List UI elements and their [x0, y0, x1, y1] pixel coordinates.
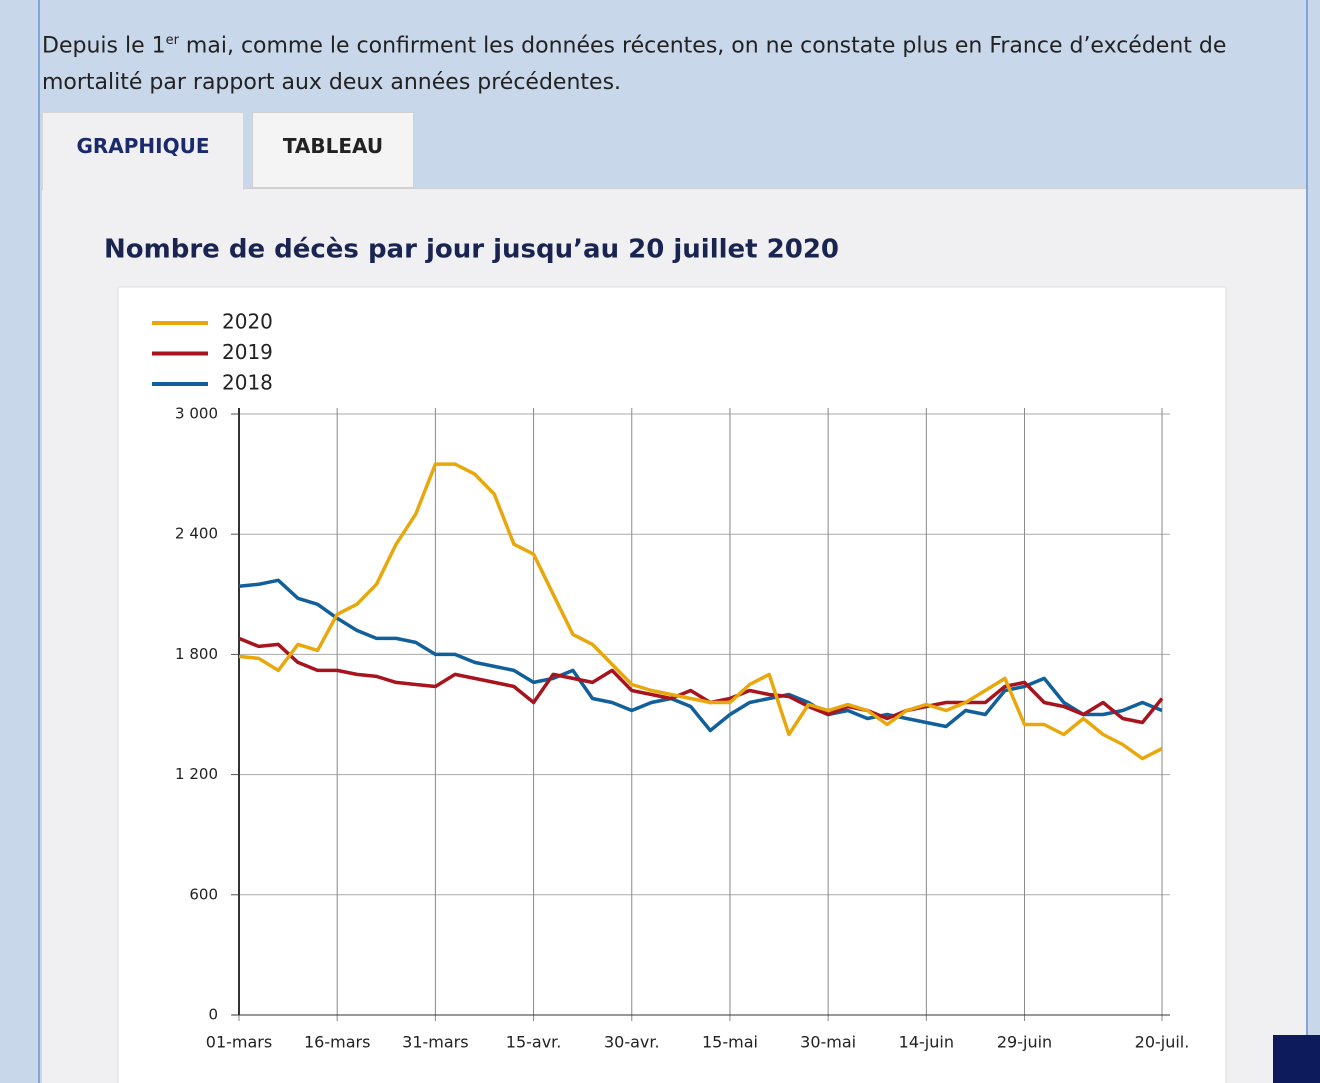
- chart-box: [117, 286, 1227, 1083]
- intro-sup: er: [165, 33, 179, 48]
- intro-text: Depuis le 1er mai, comme le confirment l…: [42, 22, 1292, 101]
- x-tick-label: 14-juin: [899, 1033, 954, 1052]
- intro-part: Depuis le 1: [42, 33, 166, 59]
- legend-label: 2019: [222, 340, 273, 364]
- chart-title: Nombre de décès par jour jusqu’au 20 jui…: [104, 235, 839, 265]
- x-tick-label: 16-mars: [304, 1033, 370, 1052]
- y-tick-label: 3 000: [175, 405, 218, 423]
- legend-label: 2020: [222, 310, 273, 334]
- tab-tableau[interactable]: TABLEAU: [252, 112, 414, 188]
- y-tick-label: 1 800: [175, 645, 218, 663]
- x-tick-label: 30-avr.: [604, 1033, 660, 1052]
- x-tick-label: 30-mai: [800, 1033, 856, 1052]
- x-tick-label: 15-mai: [702, 1033, 758, 1052]
- intro-part: mai, comme le confirment les données réc…: [42, 33, 1227, 96]
- x-tick-label: 29-juin: [997, 1033, 1052, 1052]
- legend-label: 2018: [222, 371, 273, 395]
- tab-graphique[interactable]: GRAPHIQUE: [42, 112, 244, 190]
- y-tick-label: 1 200: [175, 765, 218, 783]
- x-tick-label: 01-mars: [206, 1033, 272, 1052]
- y-tick-label: 600: [189, 885, 218, 903]
- y-tick-label: 2 400: [175, 525, 218, 543]
- series-line: [238, 462, 1163, 761]
- corner-button: [1273, 1035, 1320, 1083]
- x-tick-label: 20-juil.: [1135, 1033, 1190, 1052]
- x-tick-label: 15-avr.: [506, 1033, 562, 1052]
- y-tick-label: 0: [208, 1006, 218, 1024]
- x-tick-label: 31-mars: [402, 1033, 468, 1052]
